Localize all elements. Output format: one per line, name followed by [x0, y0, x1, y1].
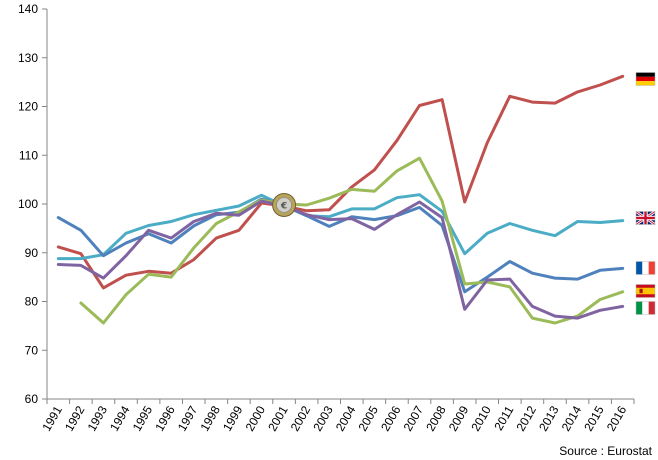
flags-layer	[635, 72, 656, 315]
italy-flag-icon	[635, 301, 656, 315]
x-tick-label: 1992	[62, 403, 88, 433]
x-tick-label: 2016	[604, 403, 630, 433]
x-tick-label: 1997	[175, 403, 201, 433]
series-line-france	[56, 197, 625, 294]
y-tick-label: 110	[19, 148, 38, 162]
x-tick-label: 1999	[220, 403, 246, 433]
y-tick-label: 120	[18, 100, 38, 114]
series-line-germany	[56, 74, 625, 290]
x-tick-label: 1994	[107, 403, 133, 433]
x-tick-label: 2011	[491, 403, 516, 433]
y-tick-label: 140	[18, 2, 38, 16]
x-tick-label: 2006	[378, 403, 404, 433]
x-tick-label: 1995	[130, 403, 156, 433]
x-tick-label: 2000	[243, 403, 269, 433]
united-kingdom-flag-icon	[635, 210, 656, 226]
series-line-italy	[56, 199, 625, 320]
germany-flag-icon	[635, 72, 656, 86]
svg-text:€: €	[280, 201, 287, 211]
series-line-united-kingdom	[56, 193, 625, 261]
x-tick-label: 2005	[355, 403, 381, 433]
y-tick-label: 60	[25, 392, 39, 406]
euro-coin-icon: €	[272, 192, 297, 217]
spain-flag-icon	[635, 284, 656, 298]
x-tick-label: 2004	[333, 403, 359, 433]
x-tick-label: 2009	[446, 403, 472, 433]
x-tick-label: 2012	[514, 403, 540, 433]
series-layer	[56, 74, 625, 325]
y-tick-label: 130	[18, 51, 38, 65]
x-tick-label: 1993	[85, 403, 111, 433]
series-line-spain	[79, 156, 625, 325]
x-tick-label: 1991	[39, 403, 65, 433]
x-tick-label: 2013	[536, 403, 562, 433]
y-tick-label: 90	[25, 246, 39, 260]
x-tick-label: 1998	[197, 403, 223, 433]
y-tick-label: 100	[18, 197, 38, 211]
x-tick-label: 2008	[423, 403, 449, 433]
x-tick-label: 1996	[152, 403, 178, 433]
y-tick-label: 80	[25, 295, 39, 309]
x-tick-label: 2002	[288, 403, 314, 433]
x-tick-label: 2003	[310, 403, 336, 433]
x-tick-label: 2015	[581, 403, 607, 433]
france-flag-icon	[635, 261, 656, 275]
x-tick-label: 2010	[468, 403, 494, 433]
x-tick-label: 2007	[401, 403, 427, 433]
x-tick-label: 2001	[265, 403, 291, 433]
y-tick-label: 70	[25, 343, 39, 357]
source-label: Source : Eurostat	[559, 444, 652, 458]
x-tick-label: 2014	[559, 403, 585, 433]
